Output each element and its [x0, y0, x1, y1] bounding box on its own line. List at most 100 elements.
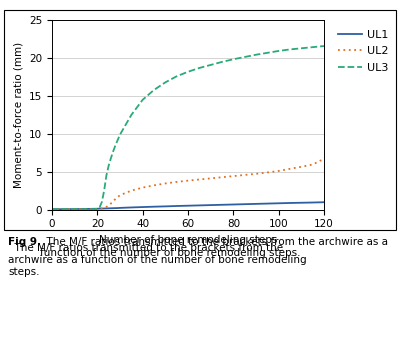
UL2 [77, 207, 82, 211]
UL3 [197, 66, 202, 70]
UL1 [61, 207, 66, 211]
UL1 [52, 207, 57, 211]
UL1 [79, 207, 84, 211]
UL1 [186, 204, 190, 208]
UL3 [163, 80, 168, 84]
UL3 [68, 207, 72, 211]
UL2 [79, 207, 84, 211]
UL1 [93, 207, 98, 211]
UL3 [72, 207, 77, 211]
UL3 [254, 53, 258, 57]
UL1 [77, 207, 82, 211]
UL3 [152, 88, 156, 92]
UL1 [288, 201, 292, 205]
UL1 [115, 206, 120, 210]
UL2 [129, 189, 134, 193]
UL1 [72, 207, 77, 211]
UL1 [63, 207, 68, 211]
UL2 [70, 207, 75, 211]
UL1 [140, 205, 145, 209]
UL3 [56, 207, 61, 211]
UL2 [111, 199, 116, 203]
UL2 [86, 207, 91, 211]
UL1 [74, 207, 79, 211]
UL1 [220, 203, 224, 207]
UL1 [108, 206, 113, 210]
UL1 [322, 200, 326, 204]
UL3 [61, 207, 66, 211]
UL3 [66, 207, 70, 211]
UL3 [129, 113, 134, 117]
UL3 [97, 205, 102, 209]
UL3 [59, 207, 64, 211]
UL2 [186, 178, 190, 183]
UL1 [254, 202, 258, 206]
UL3 [322, 44, 326, 48]
UL2 [90, 207, 95, 211]
UL1 [90, 207, 95, 211]
UL1 [242, 202, 247, 206]
UL2 [100, 207, 104, 211]
UL1 [59, 207, 64, 211]
UL2 [231, 174, 236, 178]
UL3 [74, 207, 79, 211]
UL2 [59, 207, 64, 211]
UL1 [100, 207, 104, 211]
UL2 [61, 207, 66, 211]
UL2 [63, 207, 68, 211]
UL1 [106, 206, 111, 210]
UL1 [174, 204, 179, 208]
UL1 [152, 204, 156, 209]
UL3 [106, 164, 111, 168]
Y-axis label: Moment-to-force ratio (mm): Moment-to-force ratio (mm) [14, 42, 24, 188]
UL2 [108, 201, 113, 206]
Line: UL2: UL2 [52, 159, 324, 209]
UL1 [265, 201, 270, 206]
UL2 [88, 207, 93, 211]
UL3 [220, 60, 224, 64]
UL3 [79, 207, 84, 211]
UL2 [118, 193, 122, 197]
UL3 [118, 132, 122, 137]
UL2 [54, 207, 59, 211]
UL1 [97, 207, 102, 211]
UL2 [254, 172, 258, 176]
UL2 [97, 207, 102, 211]
UL2 [288, 167, 292, 171]
UL2 [242, 173, 247, 177]
UL3 [140, 98, 145, 102]
UL3 [81, 207, 86, 211]
UL1 [197, 203, 202, 208]
Text: The M/F ratios transmitted to the brackets from the archwire as a function of th: The M/F ratios transmitted to the bracke… [40, 237, 388, 258]
UL3 [231, 57, 236, 61]
UL3 [186, 70, 190, 74]
UL2 [299, 165, 304, 169]
UL2 [104, 205, 109, 209]
UL1 [208, 203, 213, 207]
Text: The M/F ratios transmitted to the brackets from the
archwire as a function of th: The M/F ratios transmitted to the bracke… [8, 243, 307, 276]
UL3 [70, 207, 75, 211]
UL3 [102, 189, 106, 193]
UL3 [90, 207, 95, 211]
UL1 [310, 200, 315, 204]
Text: Fig 9.: Fig 9. [8, 237, 41, 247]
UL3 [63, 207, 68, 211]
UL3 [208, 63, 213, 67]
UL3 [299, 46, 304, 50]
UL1 [163, 204, 168, 209]
Line: UL1: UL1 [52, 202, 324, 209]
UL3 [50, 207, 54, 211]
UL1 [70, 207, 75, 211]
UL1 [68, 207, 72, 211]
UL3 [93, 207, 98, 211]
UL1 [50, 207, 54, 211]
Line: UL3: UL3 [52, 46, 324, 209]
UL3 [115, 138, 120, 142]
UL1 [129, 206, 134, 210]
UL1 [81, 207, 86, 211]
UL2 [74, 207, 79, 211]
UL2 [322, 157, 326, 161]
UL1 [84, 207, 88, 211]
UL2 [93, 207, 98, 211]
UL1 [88, 207, 93, 211]
